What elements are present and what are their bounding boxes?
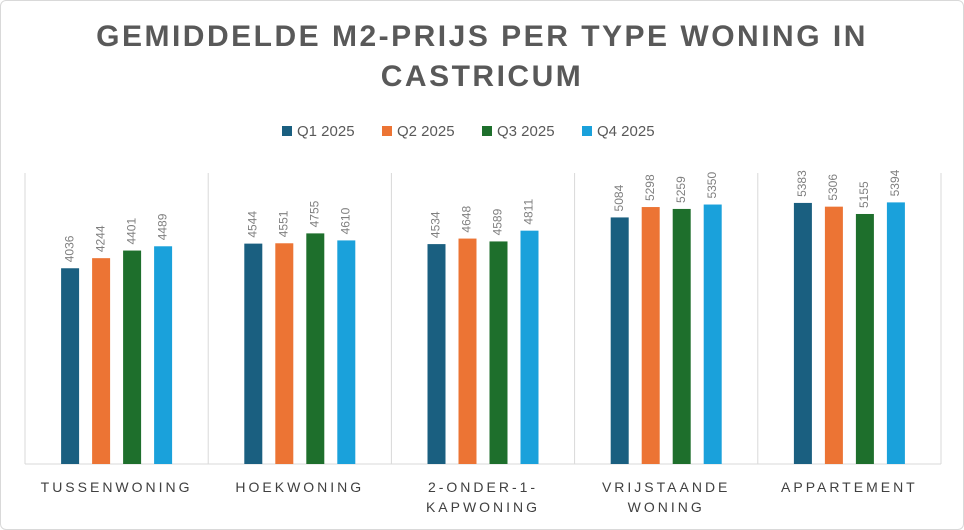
legend-label: Q2 2025 [397,123,455,140]
x-tick-label: TUSSENWONING [40,479,193,495]
legend-label: Q4 2025 [597,123,655,140]
bar [275,243,294,464]
bar [337,240,356,464]
value-label: 5084 [612,184,626,211]
x-tick-label: APPARTEMENT [781,479,918,495]
x-tick-label: VRIJSTAANDE WONING [601,479,731,515]
value-label: 5350 [705,172,719,199]
bar [458,238,477,464]
bar [886,202,905,465]
value-label: 5155 [857,181,871,208]
value-label: 5306 [826,174,840,201]
value-label: 4534 [429,211,443,238]
chart-title: GEMIDDELDE M2-PRIJS PER TYPE WONING IN C… [96,20,868,93]
bar [154,246,173,464]
bar [672,208,691,464]
bar [641,207,660,464]
legend-swatch [282,126,292,136]
bar [824,206,843,464]
bar [520,230,539,464]
value-label: 4589 [491,208,505,235]
legend-swatch [482,126,492,136]
value-label: 4811 [522,199,536,225]
bar [855,213,874,464]
value-label: 4648 [460,206,474,233]
bar [427,244,446,464]
bar [92,258,111,464]
bar [489,241,508,464]
bar [244,243,263,464]
value-label: 4489 [155,213,169,240]
bar [793,202,812,464]
value-label: 5259 [674,176,688,203]
bar [703,204,722,464]
bar [61,268,80,464]
legend-swatch [582,126,592,136]
value-label: 4401 [124,218,138,245]
x-tick-label: HOEKWONING [235,479,365,495]
legend-label: Q1 2025 [297,123,355,140]
bar [610,217,629,464]
value-label: 4244 [93,225,107,252]
legend-label: Q3 2025 [497,123,555,140]
bar [306,233,325,464]
x-tick-label: 2-ONDER-1-KAPWONING [425,479,541,515]
value-label: 5383 [795,170,809,197]
value-label: 4544 [245,211,259,238]
value-label: 4610 [338,207,352,234]
value-label: 5298 [643,174,657,201]
value-label: 4036 [62,235,76,262]
value-label: 4551 [276,210,290,237]
bar [123,250,142,464]
legend-swatch [382,126,392,136]
value-label: 4755 [307,200,321,227]
value-label: 5394 [888,169,902,196]
